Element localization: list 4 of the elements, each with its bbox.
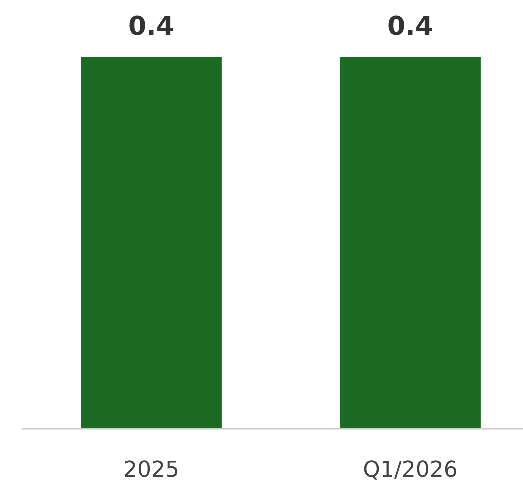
data-label: 0.4 xyxy=(128,12,175,42)
x-tick-label: 2025 xyxy=(124,458,180,483)
data-label: 0.4 xyxy=(387,12,434,42)
x-tick-label: Q1/2026 xyxy=(363,458,458,483)
